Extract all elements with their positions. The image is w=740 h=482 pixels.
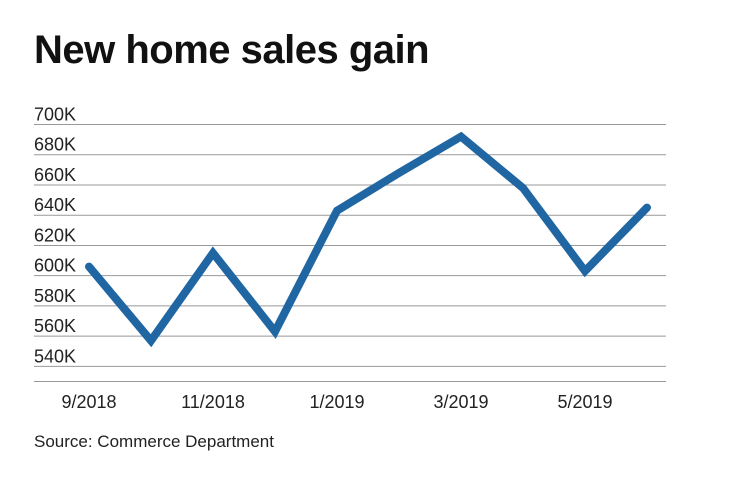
x-tick-label: 9/2018 (61, 392, 116, 412)
y-tick-label: 540K (34, 346, 76, 366)
x-tick-label: 11/2018 (181, 392, 245, 412)
series-line (85, 131, 651, 348)
y-tick-label: 580K (34, 286, 76, 306)
x-tick-label: 5/2019 (557, 392, 612, 412)
x-tick-label: 1/2019 (309, 392, 364, 412)
y-tick-label: 700K (34, 105, 76, 125)
y-tick-label: 560K (34, 316, 76, 336)
x-axis-labels: 9/2018 11/2018 1/2019 3/2019 5/2019 (61, 392, 612, 412)
y-axis-labels: 540K 560K 580K 600K 620K 640K 660K 680K 700K (34, 105, 76, 367)
source-note: Source: Commerce Department (34, 432, 274, 451)
y-tick-label: 600K (34, 256, 76, 276)
y-tick-label: 640K (34, 195, 76, 215)
y-tick-label: 620K (34, 225, 76, 245)
chart-title: New home sales gain (34, 28, 430, 72)
gridlines (34, 124, 666, 382)
series-group (85, 131, 651, 348)
x-tick-label: 3/2019 (433, 392, 488, 412)
y-tick-label: 660K (34, 165, 76, 185)
y-tick-label: 680K (34, 135, 76, 155)
